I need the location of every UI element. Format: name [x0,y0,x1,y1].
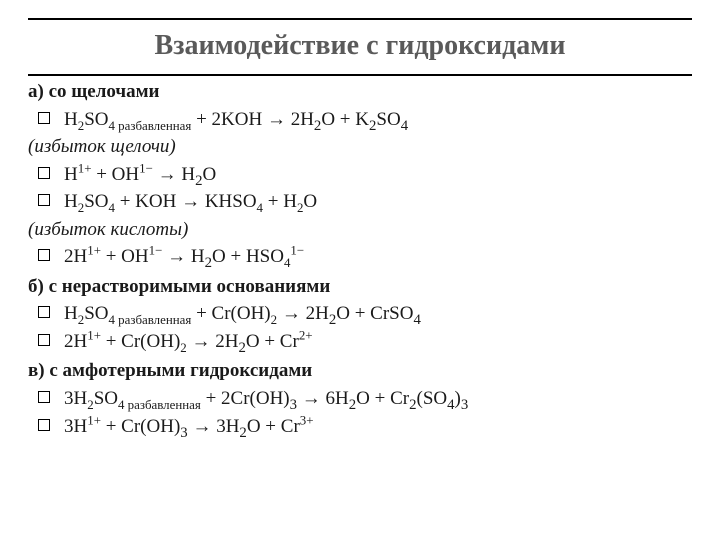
equation-text: H2SO4 разбавленная + Cr(OH)2 → 2H2O + Cr… [64,300,421,328]
bullet-icon [38,167,50,179]
equation-text: 2H1+ + OH1− → H2O + HSO41− [64,243,304,271]
equation-c1: 3H2SO4 разбавленная + 2Cr(OH)3 → 6H2O + … [28,385,692,413]
slide-title: Взаимодействие с гидроксидами [28,30,692,62]
divider-top [28,18,692,20]
content-area: а) со щелочами H2SO4 разбавленная + 2KOH… [28,78,692,440]
bullet-icon [38,249,50,261]
slide-container: Взаимодействие с гидроксидами а) со щело… [0,0,720,458]
equation-text: H1+ + OH1− → H2O [64,161,216,189]
divider-bottom [28,74,692,76]
bullet-icon [38,419,50,431]
bullet-icon [38,334,50,346]
bullet-icon [38,306,50,318]
section-b-label: б) с нерастворимыми основаниями [28,273,692,301]
equation-text: 2H1+ + Cr(OH)2 → 2H2O + Cr2+ [64,328,313,356]
equation-a3: H2SO4 + KOH → KHSO4 + H2O [28,188,692,216]
equation-text: 3H2SO4 разбавленная + 2Cr(OH)3 → 6H2O + … [64,385,468,413]
equation-text: H2SO4 разбавленная + 2KOH → 2H2O + K2SO4 [64,106,408,134]
bullet-icon [38,194,50,206]
note-alkali-excess: (избыток щелочи) [28,133,692,161]
equation-a2: H1+ + OH1− → H2O [28,161,692,189]
equation-a4: 2H1+ + OH1− → H2O + HSO41− [28,243,692,271]
equation-text: H2SO4 + KOH → KHSO4 + H2O [64,188,317,216]
bullet-icon [38,391,50,403]
section-a-label: а) со щелочами [28,78,692,106]
section-c-label: в) с амфотерными гидроксидами [28,357,692,385]
equation-b1: H2SO4 разбавленная + Cr(OH)2 → 2H2O + Cr… [28,300,692,328]
bullet-icon [38,112,50,124]
equation-b2: 2H1+ + Cr(OH)2 → 2H2O + Cr2+ [28,328,692,356]
equation-text: 3H1+ + Cr(OH)3 → 3H2O + Cr3+ [64,413,314,441]
note-acid-excess: (избыток кислоты) [28,216,692,244]
equation-c2: 3H1+ + Cr(OH)3 → 3H2O + Cr3+ [28,413,692,441]
equation-a1: H2SO4 разбавленная + 2KOH → 2H2O + K2SO4 [28,106,692,134]
